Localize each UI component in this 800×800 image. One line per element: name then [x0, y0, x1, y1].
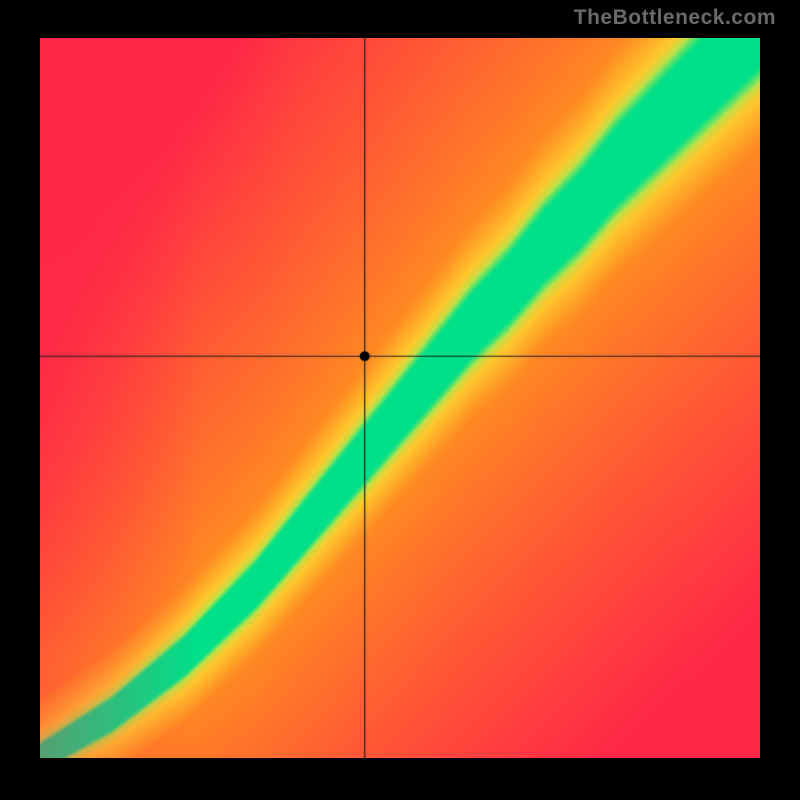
plot-area [40, 38, 760, 758]
chart-container: TheBottleneck.com [0, 0, 800, 800]
heatmap-canvas [40, 38, 760, 758]
watermark-text: TheBottleneck.com [574, 6, 776, 30]
